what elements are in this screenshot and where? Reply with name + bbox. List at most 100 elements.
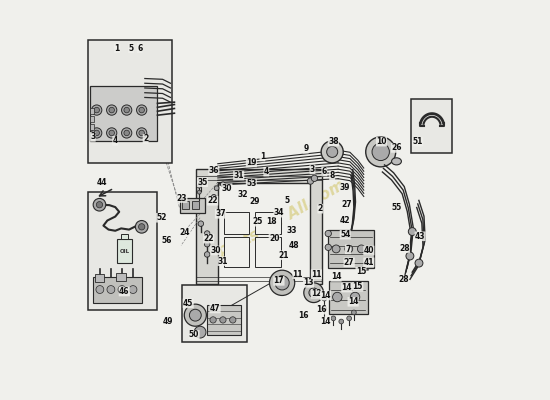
Text: 2: 2 bbox=[143, 134, 148, 143]
Text: 30: 30 bbox=[211, 246, 221, 255]
Text: 25: 25 bbox=[252, 217, 262, 226]
Text: 23: 23 bbox=[177, 194, 187, 202]
Text: 22: 22 bbox=[207, 196, 218, 205]
Bar bbox=[224, 238, 249, 267]
Text: 9: 9 bbox=[303, 144, 309, 153]
Circle shape bbox=[327, 146, 338, 157]
Bar bbox=[182, 285, 248, 342]
Text: 38: 38 bbox=[328, 137, 339, 146]
Bar bbox=[255, 212, 281, 234]
Bar bbox=[180, 198, 205, 213]
Circle shape bbox=[205, 231, 210, 236]
Circle shape bbox=[307, 178, 314, 184]
Text: 11: 11 bbox=[311, 270, 322, 279]
Text: 2: 2 bbox=[318, 204, 323, 213]
Circle shape bbox=[135, 220, 148, 233]
Text: 1: 1 bbox=[114, 44, 120, 53]
Text: 35: 35 bbox=[197, 178, 207, 187]
Bar bbox=[207, 305, 241, 335]
Text: 52: 52 bbox=[156, 213, 167, 222]
Text: 33: 33 bbox=[287, 226, 297, 235]
Circle shape bbox=[309, 288, 318, 298]
Text: 10: 10 bbox=[376, 137, 387, 146]
Text: 28: 28 bbox=[398, 275, 409, 284]
Text: 21: 21 bbox=[278, 251, 289, 260]
Text: 17: 17 bbox=[274, 276, 284, 285]
Text: 6: 6 bbox=[322, 167, 327, 176]
Text: 39: 39 bbox=[340, 183, 350, 192]
Text: 3: 3 bbox=[310, 165, 315, 174]
Bar bbox=[93, 277, 142, 302]
Bar bbox=[411, 100, 453, 153]
Text: 36: 36 bbox=[208, 166, 219, 175]
Text: 12: 12 bbox=[311, 289, 322, 298]
Circle shape bbox=[230, 317, 236, 323]
Text: 6: 6 bbox=[137, 44, 142, 53]
Text: 29: 29 bbox=[249, 198, 260, 206]
Circle shape bbox=[94, 107, 100, 113]
Text: 15: 15 bbox=[353, 282, 363, 291]
Circle shape bbox=[221, 182, 225, 186]
Text: 48: 48 bbox=[289, 241, 299, 250]
Circle shape bbox=[194, 326, 206, 338]
Text: 40: 40 bbox=[364, 246, 374, 255]
Circle shape bbox=[350, 292, 360, 302]
Circle shape bbox=[304, 283, 323, 302]
Text: 51: 51 bbox=[412, 137, 423, 146]
Text: 20: 20 bbox=[269, 234, 279, 243]
Circle shape bbox=[139, 107, 145, 113]
Circle shape bbox=[107, 105, 117, 115]
Text: 11: 11 bbox=[293, 270, 303, 279]
Circle shape bbox=[94, 130, 100, 136]
Text: 42: 42 bbox=[340, 216, 350, 225]
Text: 15: 15 bbox=[356, 267, 366, 276]
Bar bbox=[90, 116, 94, 122]
Circle shape bbox=[322, 296, 327, 301]
Bar bbox=[329, 281, 368, 314]
Circle shape bbox=[345, 245, 353, 253]
Bar bbox=[192, 201, 199, 210]
Bar bbox=[90, 108, 94, 114]
Circle shape bbox=[109, 130, 114, 136]
Circle shape bbox=[351, 310, 356, 315]
Text: 41: 41 bbox=[364, 258, 374, 267]
Circle shape bbox=[408, 228, 416, 236]
Text: 31: 31 bbox=[233, 171, 244, 180]
Circle shape bbox=[122, 105, 132, 115]
Bar bbox=[117, 239, 132, 263]
Text: 14: 14 bbox=[348, 297, 359, 306]
Text: 50: 50 bbox=[189, 330, 199, 339]
Text: OIL: OIL bbox=[120, 249, 130, 254]
Circle shape bbox=[197, 190, 201, 194]
Circle shape bbox=[358, 245, 365, 253]
Text: 32: 32 bbox=[238, 190, 248, 198]
Circle shape bbox=[325, 244, 332, 250]
Circle shape bbox=[406, 252, 414, 260]
Text: 53: 53 bbox=[246, 179, 256, 188]
Bar bbox=[87, 40, 173, 162]
Text: 14: 14 bbox=[331, 272, 342, 282]
Text: 56: 56 bbox=[161, 236, 172, 245]
Text: 5: 5 bbox=[284, 196, 289, 205]
Text: 4: 4 bbox=[113, 136, 118, 145]
Text: 3: 3 bbox=[90, 132, 95, 141]
Text: 43: 43 bbox=[415, 232, 425, 241]
Circle shape bbox=[96, 202, 103, 208]
Circle shape bbox=[129, 286, 137, 294]
Circle shape bbox=[321, 141, 343, 163]
Circle shape bbox=[339, 319, 344, 324]
Text: 26: 26 bbox=[391, 144, 401, 152]
Bar bbox=[121, 234, 128, 239]
Circle shape bbox=[139, 130, 145, 136]
Text: 5: 5 bbox=[129, 44, 134, 53]
Text: 28: 28 bbox=[399, 244, 410, 253]
Circle shape bbox=[107, 128, 117, 138]
Bar bbox=[117, 273, 126, 281]
Text: 54: 54 bbox=[340, 230, 350, 239]
Circle shape bbox=[136, 128, 147, 138]
Text: 55: 55 bbox=[392, 202, 402, 212]
Text: 8: 8 bbox=[329, 171, 335, 180]
Text: 13: 13 bbox=[303, 278, 314, 287]
Circle shape bbox=[311, 175, 317, 182]
Circle shape bbox=[331, 316, 335, 321]
